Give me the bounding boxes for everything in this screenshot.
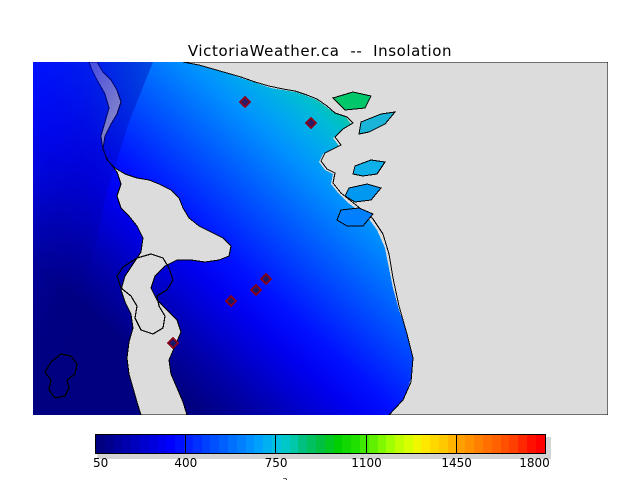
colorbar-tick-400 xyxy=(185,434,187,454)
colorbar-tick-1100 xyxy=(365,434,367,454)
water-northeast-inlet-4 xyxy=(337,208,373,226)
water-northeast-inlet xyxy=(359,112,395,134)
colorbar-cell-40 xyxy=(447,435,457,453)
colorbar-cell-34 xyxy=(395,435,404,453)
colorbar-cell-33 xyxy=(386,435,396,453)
insolation-field xyxy=(33,62,413,415)
colorbar-cell-24 xyxy=(307,435,316,453)
colorbar-cell-14 xyxy=(219,435,228,453)
colorbar-tick-labels: 50 400 750 1100 1450 1800 xyxy=(0,456,640,470)
colorbar-timestamp: 2026/04/19 21:54 xyxy=(295,478,403,480)
colorbar-cell-8 xyxy=(166,435,176,453)
island-outline-small xyxy=(44,353,78,399)
colorbar-cell-22 xyxy=(289,435,299,453)
colorbar-cell-19 xyxy=(263,435,272,453)
colorbar-label-1800: 1800 xyxy=(519,456,550,470)
colorbar-label-750: 750 xyxy=(264,456,288,470)
colorbar-cell-6 xyxy=(148,435,158,453)
colorbar-cell-48 xyxy=(518,435,528,453)
colorbar-shadow-vertical xyxy=(546,437,551,459)
colorbar-label-1100: 1100 xyxy=(351,456,382,470)
colorbar-cell-46 xyxy=(500,435,510,453)
colorbar-cell-49 xyxy=(527,435,536,453)
colorbar-label-1450: 1450 xyxy=(441,456,472,470)
colorbar-cell-2 xyxy=(113,435,123,453)
station-marker-3[interactable] xyxy=(259,272,273,286)
colorbar-cell-29 xyxy=(351,435,360,453)
colorbar-cell-7 xyxy=(157,435,167,453)
colorbar-cell-35 xyxy=(403,435,413,453)
colorbar-cell-12 xyxy=(201,435,211,453)
colorbar xyxy=(95,434,551,459)
colorbar-cell-21 xyxy=(280,435,290,453)
colorbar-cell-31 xyxy=(368,435,378,453)
colorbar-cell-4 xyxy=(131,435,140,453)
colorbar-cell-1 xyxy=(104,435,114,453)
station-markers xyxy=(166,95,318,350)
island-outline-large xyxy=(116,253,174,335)
station-marker-6[interactable] xyxy=(166,336,180,350)
colorbar-cell-47 xyxy=(509,435,519,453)
colorbar-cell-25 xyxy=(315,435,325,453)
page-title: VictoriaWeather.ca -- Insolation xyxy=(187,42,453,60)
colorbar-cell-30 xyxy=(359,435,369,453)
colorbar-cell-26 xyxy=(324,435,334,453)
station-marker-5[interactable] xyxy=(224,294,238,308)
colorbar-cell-32 xyxy=(377,435,387,453)
station-marker-1[interactable] xyxy=(238,95,252,109)
colorbar-cell-16 xyxy=(236,435,246,453)
colorbar-cell-17 xyxy=(245,435,255,453)
west-light-band xyxy=(33,62,153,415)
colorbar-cell-42 xyxy=(465,435,475,453)
colorbar-cell-37 xyxy=(421,435,431,453)
colorbar-cell-38 xyxy=(430,435,440,453)
colorbar-cell-3 xyxy=(122,435,132,453)
colorbar-cell-18 xyxy=(254,435,264,453)
map-canvas[interactable] xyxy=(33,62,608,415)
colorbar-cell-5 xyxy=(139,435,149,453)
colorbar-cell-45 xyxy=(491,435,501,453)
colorbar-gradient[interactable] xyxy=(95,434,546,454)
colorbar-cell-10 xyxy=(183,435,193,453)
colorbar-cell-27 xyxy=(333,435,343,453)
colorbar-cell-36 xyxy=(412,435,422,453)
colorbar-cell-44 xyxy=(483,435,492,453)
colorbar-tick-1450 xyxy=(455,434,457,454)
land-north-mainland xyxy=(182,62,608,415)
colorbar-cell-41 xyxy=(456,435,466,453)
colorbar-units-and-timestamp: W m-2 2026/04/19 21:54 xyxy=(0,464,640,480)
colorbar-cell-0 xyxy=(96,435,105,453)
island-northeast xyxy=(332,91,372,111)
colorbar-cell-23 xyxy=(298,435,308,453)
colorbar-cell-28 xyxy=(342,435,352,453)
station-marker-2[interactable] xyxy=(304,116,318,130)
colorbar-cell-39 xyxy=(439,435,448,453)
colorbar-cell-50 xyxy=(535,435,545,453)
colorbar-cell-9 xyxy=(175,435,184,453)
colorbar-units-text: W m xyxy=(252,478,279,480)
station-marker-4[interactable] xyxy=(249,283,263,297)
water-northeast-inlet-3 xyxy=(345,184,381,202)
colorbar-units-exponent: -2 xyxy=(280,477,288,480)
colorbar-cell-15 xyxy=(227,435,237,453)
map-panel[interactable] xyxy=(33,62,608,415)
colorbar-shadow-horizontal xyxy=(97,454,550,459)
island-outlines xyxy=(44,253,174,399)
colorbar-label-50: 50 xyxy=(93,456,109,470)
colorbar-cell-43 xyxy=(474,435,484,453)
colorbar-cell-13 xyxy=(210,435,220,453)
colorbar-tick-750 xyxy=(275,434,277,454)
colorbar-label-400: 400 xyxy=(174,456,198,470)
colorbar-cell-11 xyxy=(192,435,202,453)
coastline-northeast xyxy=(336,111,397,227)
